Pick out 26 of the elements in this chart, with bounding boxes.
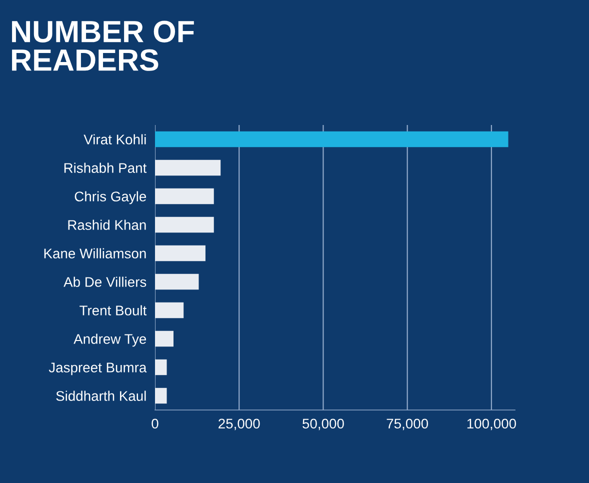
bar: [155, 359, 167, 376]
y-tick-label: Virat Kohli: [84, 134, 146, 144]
x-tick-label: 25,000: [218, 418, 260, 430]
y-tick-label: Trent Boult: [80, 305, 147, 316]
bar: [155, 388, 167, 404]
bar: [155, 274, 199, 290]
bar: [155, 245, 206, 262]
bar: [155, 330, 174, 347]
bar: [155, 131, 508, 148]
y-tick-label: Rishabh Pant: [64, 162, 147, 173]
y-tick-label: Chris Gayle: [74, 191, 146, 204]
y-tick-label: Rashid Khan: [68, 220, 146, 230]
y-tick-label: Siddharth Kaul: [56, 390, 146, 401]
x-tick-label: 50,000: [302, 418, 344, 430]
bar: [155, 302, 184, 318]
x-tick-label: 75,000: [386, 418, 428, 430]
bar: [155, 216, 214, 233]
chart-title: NUMBER OF READERS: [12, 20, 194, 71]
y-tick-label: Kane Williamson: [44, 248, 146, 258]
y-tick-label: Andrew Tye: [74, 334, 146, 347]
x-tick-label: 0: [152, 418, 158, 429]
bar: [155, 188, 214, 204]
y-tick-label: Jaspreet Bumra: [48, 362, 147, 376]
x-tick-label: 100,000: [467, 418, 516, 430]
bar: [155, 160, 221, 176]
y-tick-label: Ab De Villiers: [64, 276, 146, 287]
